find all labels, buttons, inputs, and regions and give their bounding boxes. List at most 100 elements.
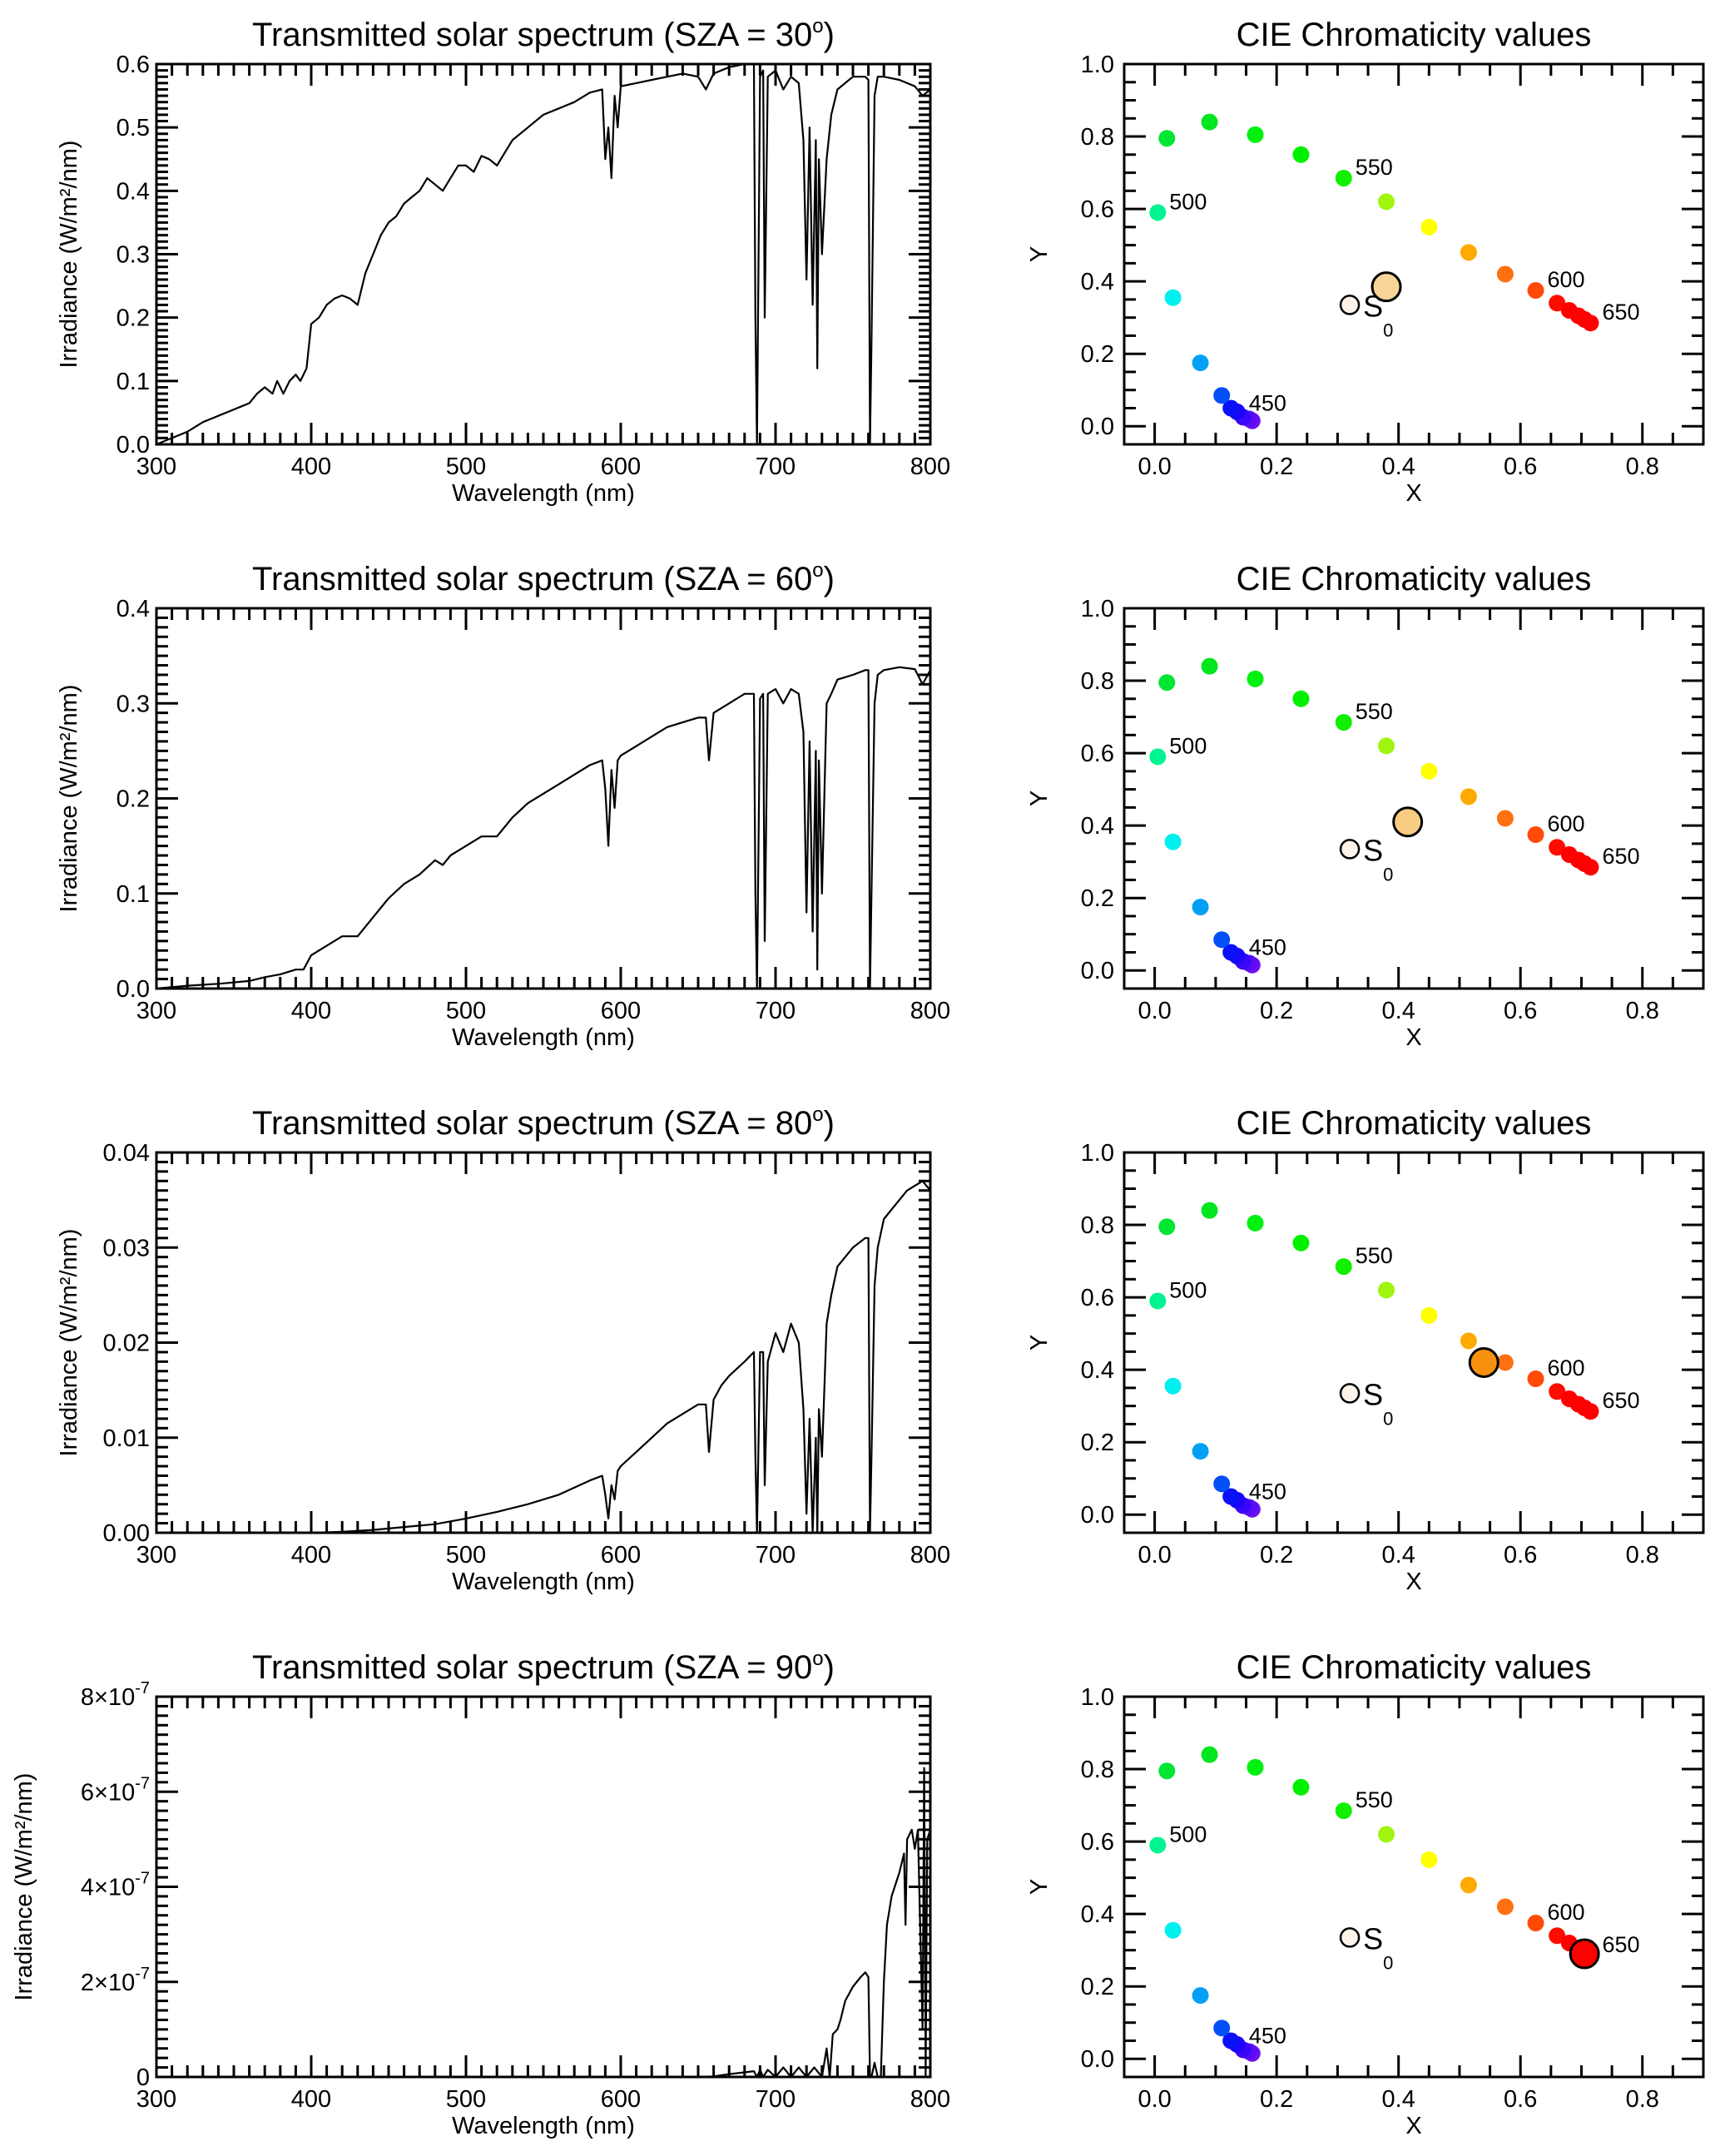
locus-point xyxy=(1549,1383,1566,1400)
x-tick-label: 500 xyxy=(446,2086,486,2113)
locus-point xyxy=(1158,674,1176,691)
y-tick-label: 0.3 xyxy=(116,242,150,269)
locus-point xyxy=(1335,1258,1352,1276)
wavelength-label: 650 xyxy=(1602,1388,1639,1413)
x-tick-label: 800 xyxy=(910,454,950,480)
wavelength-label: 550 xyxy=(1356,1243,1393,1268)
locus-point xyxy=(1496,810,1514,827)
plot-frame xyxy=(1123,607,1705,990)
locus-point xyxy=(1292,1234,1310,1251)
locus-point xyxy=(1420,218,1438,235)
locus-point xyxy=(1222,399,1240,417)
locus-point xyxy=(1164,833,1182,850)
reference-point-s0 xyxy=(1339,839,1361,860)
plot-frame xyxy=(155,607,932,990)
y-tick-label: 0.0 xyxy=(1081,1502,1114,1529)
y-tick-label: 0.8 xyxy=(1081,1757,1114,1783)
x-tick-label: 0.2 xyxy=(1260,998,1293,1024)
x-axis-label: X xyxy=(1405,1569,1421,1595)
x-tick-label: 0.8 xyxy=(1626,1542,1659,1569)
x-tick-label: 800 xyxy=(910,998,950,1024)
x-tick-label: 0.4 xyxy=(1382,2086,1415,2113)
x-tick-label: 0.6 xyxy=(1504,454,1537,480)
x-tick-label: 800 xyxy=(910,2086,950,2113)
locus-point xyxy=(1247,126,1264,143)
y-tick-label: 0.4 xyxy=(1081,1357,1114,1384)
plot-frame xyxy=(155,62,932,446)
locus-point xyxy=(1201,1202,1218,1219)
locus-point xyxy=(1164,289,1182,306)
x-axis-label: X xyxy=(1405,480,1421,507)
locus-point xyxy=(1149,1836,1167,1854)
locus-point xyxy=(1247,1758,1264,1776)
locus-point xyxy=(1527,1370,1544,1388)
wavelength-label: 600 xyxy=(1548,1356,1585,1380)
x-tick-label: 0.8 xyxy=(1626,998,1659,1024)
wavelength-label: 600 xyxy=(1548,811,1585,836)
locus-point xyxy=(1460,1332,1477,1350)
locus-point xyxy=(1292,690,1310,707)
y-tick-label: 0.5 xyxy=(116,115,150,141)
y-tick-label: 0.4 xyxy=(1081,269,1114,295)
locus-point xyxy=(1192,1443,1209,1460)
locus-point xyxy=(1247,670,1264,687)
x-tick-label: 700 xyxy=(756,2086,796,2113)
locus-point xyxy=(1201,657,1218,675)
y-tick-label: 8×10-7 xyxy=(81,1679,150,1711)
locus-point xyxy=(1549,295,1566,312)
wavelength-label: 650 xyxy=(1602,1932,1639,1957)
x-tick-label: 0.8 xyxy=(1626,2086,1659,2113)
panel-title: CIE Chromaticity values xyxy=(1237,1105,1592,1142)
locus-point xyxy=(1420,1306,1438,1324)
locus-point xyxy=(1378,1281,1395,1299)
y-tick-label: 0.1 xyxy=(116,881,150,908)
y-axis-label: Y xyxy=(1026,246,1053,262)
reference-label: S0 xyxy=(1363,1377,1393,1429)
cie-panel-3: CIE Chromaticity values 0.0 0.2 0.4 0.6 0.8 0.… xyxy=(1026,1105,1705,1595)
spectrum-line xyxy=(156,1767,932,2079)
y-tick-label: 0.4 xyxy=(1081,1901,1114,1928)
wavelength-label: 450 xyxy=(1249,2024,1286,2049)
locus-point xyxy=(1247,1214,1264,1232)
panel-title: CIE Chromaticity values xyxy=(1237,17,1592,53)
panel-title: Transmitted solar spectrum (SZA = 80o) xyxy=(252,1103,835,1142)
y-axis-label: Irradiance (W/m²/nm) xyxy=(56,685,82,913)
locus-point xyxy=(1213,387,1231,404)
y-tick-label: 0.6 xyxy=(116,52,150,78)
locus-point xyxy=(1460,244,1477,261)
x-tick-label: 0.8 xyxy=(1626,454,1659,480)
locus-point xyxy=(1378,193,1395,211)
locus-point xyxy=(1335,1802,1352,1820)
y-tick-label: 0.2 xyxy=(1081,341,1114,368)
locus-point xyxy=(1527,826,1544,844)
x-axis-label: Wavelength (nm) xyxy=(452,1569,635,1595)
cie-panel-1: CIE Chromaticity values 0.0 0.2 0.4 0.6 0.8 0.… xyxy=(1026,17,1705,507)
locus-point xyxy=(1213,1475,1231,1493)
x-tick-label: 300 xyxy=(136,2086,176,2113)
locus-point xyxy=(1460,788,1477,805)
panel-title: CIE Chromaticity values xyxy=(1237,561,1592,597)
y-tick-label: 1.0 xyxy=(1081,1140,1114,1167)
x-tick-label: 0.4 xyxy=(1382,998,1415,1024)
spectrum-panel-4: Transmitted solar spectrum (SZA = 90o) 30… xyxy=(11,1648,950,2139)
locus-point xyxy=(1378,737,1395,755)
y-tick-label: 4×10-7 xyxy=(81,1870,150,1901)
y-tick-label: 0.0 xyxy=(1081,414,1114,440)
locus-point xyxy=(1460,1876,1477,1894)
x-tick-label: 0.0 xyxy=(1138,2086,1171,2113)
y-axis-label: Y xyxy=(1026,1335,1053,1351)
y-tick-label: 0.2 xyxy=(116,305,150,332)
locus-point xyxy=(1164,1377,1182,1395)
y-tick-label: 0.6 xyxy=(1081,1285,1114,1311)
x-tick-label: 400 xyxy=(291,998,331,1024)
reference-point-s0 xyxy=(1339,1927,1361,1948)
locus-point xyxy=(1222,2032,1240,2049)
spectrum-chromaticity-point xyxy=(1468,1346,1499,1378)
y-tick-label: 0.02 xyxy=(103,1331,150,1357)
y-tick-label: 0.2 xyxy=(1081,885,1114,912)
y-tick-label: 0.1 xyxy=(116,369,150,395)
locus-point xyxy=(1549,839,1566,856)
reference-point-s0 xyxy=(1339,1383,1361,1404)
y-tick-label: 0.00 xyxy=(103,1520,150,1547)
